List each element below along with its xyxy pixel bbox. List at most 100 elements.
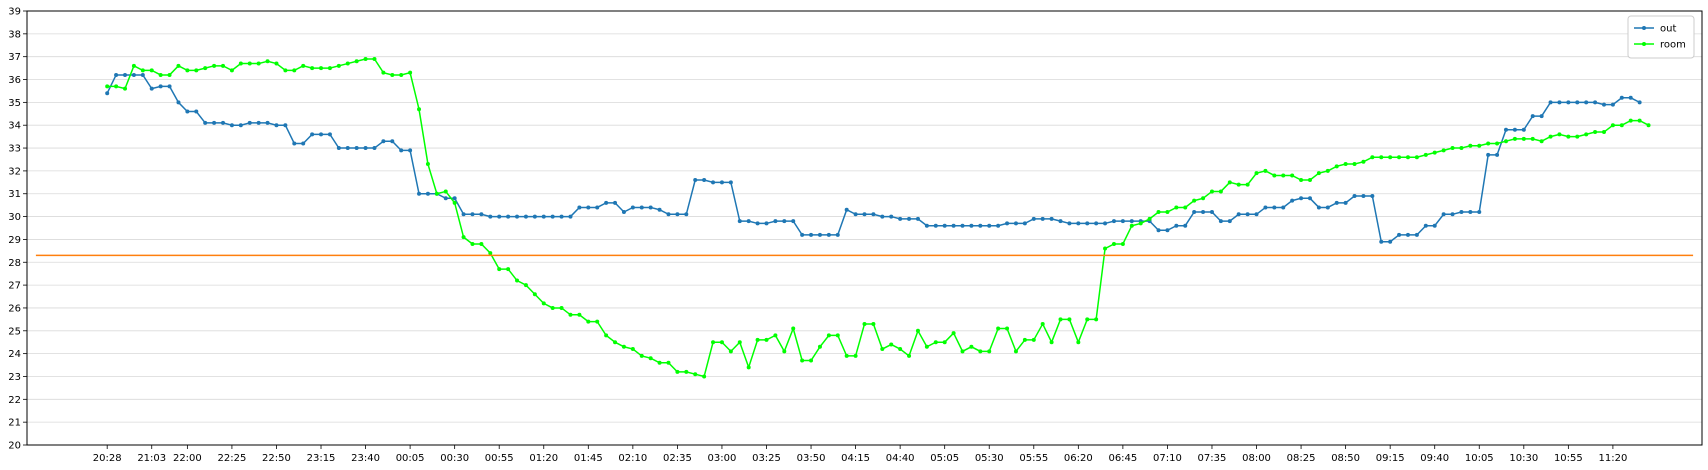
data-point: [1290, 198, 1295, 203]
data-point: [336, 63, 341, 68]
data-point: [1388, 155, 1393, 160]
x-tick-label: 22:00: [173, 453, 202, 464]
data-point: [167, 72, 172, 77]
data-point: [960, 349, 965, 354]
data-point: [880, 214, 885, 219]
data-point: [1156, 228, 1161, 233]
data-point: [1539, 114, 1544, 119]
y-tick-label: 20: [8, 441, 21, 452]
data-point: [996, 326, 1001, 331]
data-point: [1290, 173, 1295, 178]
legend-marker: [1642, 26, 1646, 30]
data-point: [203, 120, 208, 125]
data-point: [630, 205, 635, 210]
data-point: [1512, 136, 1517, 141]
data-point: [1343, 200, 1348, 205]
data-point: [1174, 205, 1179, 210]
data-point: [1103, 221, 1108, 226]
data-point: [1227, 219, 1232, 224]
data-point: [221, 120, 226, 125]
data-point: [737, 219, 742, 224]
data-point: [1379, 239, 1384, 244]
data-point: [363, 56, 368, 61]
y-tick-label: 29: [8, 235, 21, 246]
data-point: [319, 132, 324, 137]
data-point: [1245, 212, 1250, 217]
data-point: [1307, 178, 1312, 183]
data-point: [889, 214, 894, 219]
data-point: [1058, 219, 1063, 224]
data-point: [1111, 241, 1116, 246]
x-tick-label: 09:40: [1420, 453, 1449, 464]
data-point: [1361, 194, 1366, 199]
y-tick-label: 24: [8, 349, 21, 360]
data-point: [782, 349, 787, 354]
data-point: [1156, 210, 1161, 215]
data-point: [684, 369, 689, 374]
data-point: [158, 84, 163, 89]
data-point: [1521, 136, 1526, 141]
data-point: [1477, 210, 1482, 215]
data-point: [167, 84, 172, 89]
data-point: [1388, 239, 1393, 244]
data-point: [826, 333, 831, 338]
data-point: [1584, 100, 1589, 105]
data-point: [791, 326, 796, 331]
x-tick-label: 10:05: [1465, 453, 1494, 464]
data-point: [123, 72, 128, 77]
data-point: [443, 196, 448, 201]
data-point: [1174, 223, 1179, 228]
data-point: [327, 132, 332, 137]
data-point: [1593, 130, 1598, 135]
data-point: [1503, 127, 1508, 132]
data-point: [185, 109, 190, 114]
data-point: [541, 301, 546, 306]
data-point: [1067, 317, 1072, 322]
data-point: [711, 340, 716, 345]
data-point: [800, 232, 805, 237]
x-tick-label: 22:25: [218, 453, 247, 464]
data-point: [630, 347, 635, 352]
data-point: [506, 267, 511, 272]
data-point: [648, 205, 653, 210]
data-point: [1370, 194, 1375, 199]
data-point: [898, 216, 903, 221]
data-point: [853, 212, 858, 217]
y-tick-label: 23: [8, 372, 21, 383]
y-tick-label: 39: [8, 7, 21, 18]
data-point: [604, 333, 609, 338]
data-point: [1022, 221, 1027, 226]
y-tick-label: 30: [8, 212, 21, 223]
data-point: [212, 63, 217, 68]
data-point: [1637, 118, 1642, 123]
data-point: [1111, 219, 1116, 224]
data-point: [1610, 102, 1615, 107]
data-point: [1263, 168, 1268, 173]
data-point: [675, 369, 680, 374]
data-point: [1432, 150, 1437, 155]
data-point: [123, 86, 128, 91]
data-point: [746, 365, 751, 370]
data-point: [212, 120, 217, 125]
data-point: [693, 178, 698, 183]
data-point: [675, 212, 680, 217]
data-point: [497, 214, 502, 219]
data-point: [1183, 223, 1188, 228]
data-point: [577, 312, 582, 317]
data-point: [488, 251, 493, 256]
x-tick-label: 04:15: [841, 453, 870, 464]
data-point: [1165, 228, 1170, 233]
grid-lines: [27, 10, 1702, 446]
data-point: [336, 146, 341, 151]
data-point: [1593, 100, 1598, 105]
y-tick-label: 32: [8, 166, 21, 177]
data-point: [372, 146, 377, 151]
legend-box: [1627, 15, 1695, 59]
data-point: [1192, 198, 1197, 203]
x-tick-label: 03:50: [797, 453, 826, 464]
data-point: [782, 219, 787, 224]
data-point: [523, 283, 528, 288]
y-tick-label: 21: [8, 418, 21, 429]
data-point: [1352, 162, 1357, 167]
data-point: [408, 148, 413, 153]
